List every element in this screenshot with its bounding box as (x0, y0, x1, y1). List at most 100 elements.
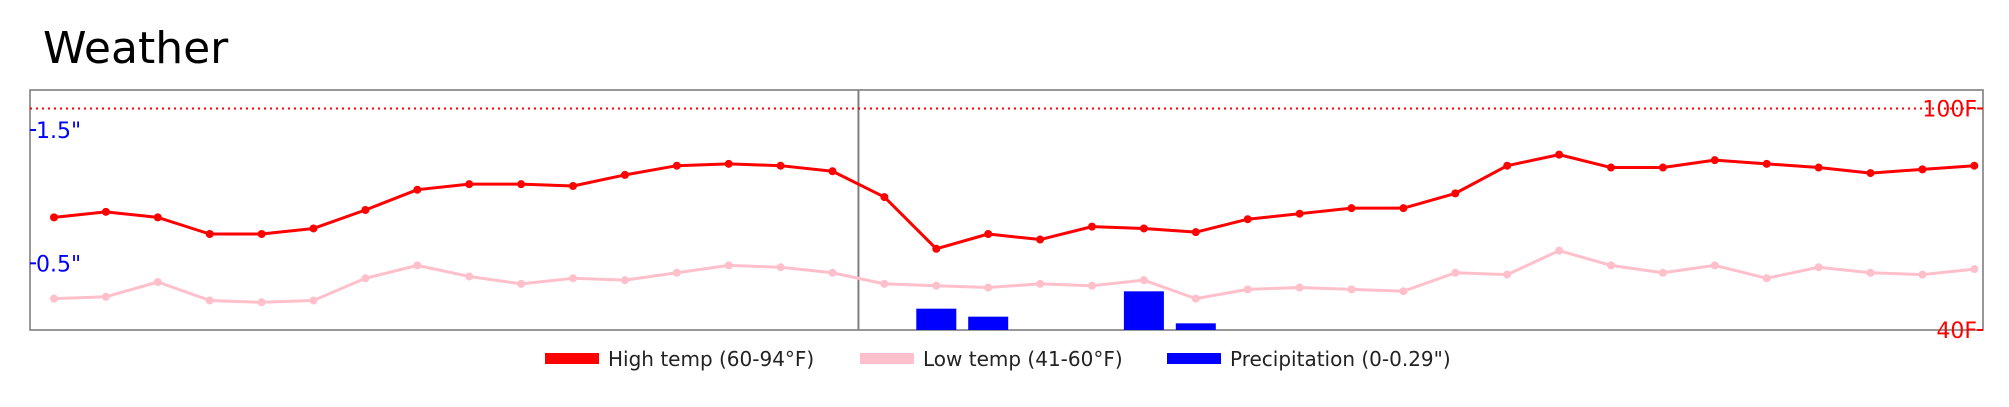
high-temp-point (984, 230, 993, 238)
low-temp-point (1866, 268, 1875, 277)
high-temp-point (724, 159, 733, 168)
high-temp-point (620, 170, 629, 179)
low-temp-point (672, 268, 681, 277)
high-temp-point (1918, 165, 1927, 174)
high-temp-point (465, 180, 474, 189)
low-temp-point (828, 268, 837, 277)
low-temp-point (465, 272, 474, 281)
high-temp-point (1814, 163, 1823, 172)
low-temp-point (1658, 268, 1667, 277)
low-temp-point (309, 296, 318, 305)
high-temp-point (1191, 228, 1200, 237)
low-temp-point (517, 279, 526, 288)
legend-label: Low temp (41-60°F) (923, 347, 1123, 371)
high-temp-point (1503, 161, 1512, 170)
high-temp-point (1970, 161, 1979, 170)
low-temp-point (1555, 246, 1564, 255)
temp-tick-label: 100F (1922, 97, 1977, 122)
legend-swatch (545, 353, 599, 364)
low-temp-point (1814, 263, 1823, 272)
high-temp-point (101, 207, 110, 216)
high-temp-series (50, 150, 1979, 253)
low-temp-point (1139, 276, 1148, 285)
low-temp-point (1295, 283, 1304, 292)
low-temp-point (153, 278, 162, 286)
legend-label: High temp (60-94°F) (608, 347, 814, 371)
low-temp-point (1607, 261, 1615, 270)
high-temp-point (1658, 163, 1667, 172)
high-temp-point (1710, 156, 1719, 165)
high-temp-point (413, 185, 422, 194)
low-temp-point (724, 261, 733, 270)
legend: High temp (60-94°F) Low temp (41-60°F) Pre… (545, 347, 1451, 371)
high-temp-point (1139, 224, 1148, 233)
low-temp-point (776, 263, 785, 272)
low-temp-point (361, 274, 370, 283)
precip-tick-label: 0.5" (36, 252, 81, 277)
high-temp-point (1295, 209, 1304, 218)
low-temp-point (101, 292, 110, 301)
low-temp-point (1970, 265, 1979, 274)
low-temp-point (620, 276, 629, 285)
legend-swatch (1167, 353, 1221, 364)
high-temp-point (1243, 215, 1252, 224)
low-temp-point (413, 261, 422, 270)
low-temp-point (1243, 285, 1252, 294)
high-temp-point (1762, 159, 1771, 168)
chart-title: Weather (43, 23, 229, 74)
low-temp-point (1710, 261, 1719, 270)
high-temp-point (361, 206, 370, 214)
low-temp-point (50, 294, 58, 303)
legend-label: Precipitation (0-0.29") (1230, 347, 1451, 371)
high-temp-point (1347, 204, 1356, 213)
high-temp-point (1866, 169, 1875, 178)
low-temp-point (1191, 294, 1200, 303)
plot-frame (29, 89, 1984, 331)
high-temp-point (1607, 163, 1615, 172)
high-temp-point (1399, 204, 1408, 213)
legend-swatch (860, 353, 914, 364)
low-temp-point (932, 281, 941, 290)
low-temp-point (1762, 274, 1771, 283)
axis-labels: 1.5" 0.5" 100F 40F (30, 97, 1983, 344)
high-temp-point (932, 244, 941, 253)
high-temp-point (257, 230, 266, 238)
high-temp-point (1036, 235, 1045, 244)
precipitation-bars (916, 291, 1216, 330)
high-temp-line (53, 153, 1975, 251)
low-temp-point (984, 283, 993, 292)
high-temp-point (1451, 189, 1460, 198)
low-temp-point (1503, 270, 1512, 279)
high-temp-point (153, 213, 162, 222)
low-temp-point (1918, 270, 1927, 279)
high-temp-point (880, 193, 889, 202)
low-temp-series (50, 246, 1979, 307)
low-temp-point (1347, 285, 1356, 294)
high-temp-point (569, 182, 577, 190)
high-temp-point (309, 224, 318, 233)
high-temp-point (1088, 222, 1096, 231)
low-temp-point (880, 279, 889, 288)
high-temp-point (50, 213, 58, 222)
high-temp-point (776, 161, 785, 170)
low-temp-point (1451, 268, 1460, 277)
precipitation-bar (968, 316, 1009, 330)
high-temp-point (828, 167, 837, 176)
precipitation-bar (916, 308, 957, 330)
high-temp-point (1555, 150, 1564, 159)
high-temp-point (672, 161, 681, 170)
low-temp-line (53, 249, 1975, 304)
low-temp-point (569, 274, 577, 283)
low-temp-point (1088, 281, 1096, 290)
high-temp-point (205, 230, 214, 238)
low-temp-point (205, 296, 214, 305)
temp-tick-label: 40F (1936, 319, 1977, 344)
high-temp-point (517, 180, 526, 189)
precip-tick-label: 1.5" (36, 119, 81, 144)
precipitation-bar (1123, 291, 1164, 330)
low-temp-point (257, 298, 266, 307)
precipitation-bar (1175, 323, 1216, 330)
low-temp-point (1399, 287, 1408, 296)
low-temp-point (1036, 279, 1045, 288)
